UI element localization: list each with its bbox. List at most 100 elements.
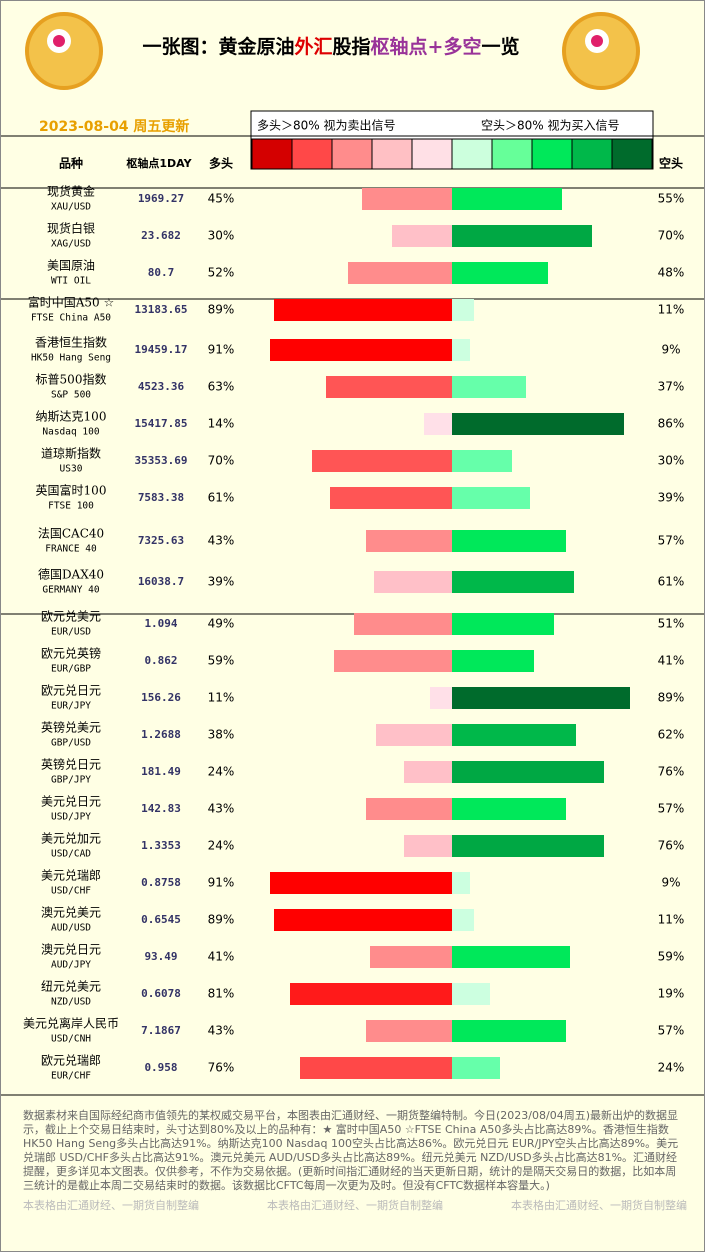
code: Nasdaq 100	[42, 427, 99, 438]
legend-short: 空头＞80% 视为买入信号	[481, 118, 620, 133]
short-bar	[452, 571, 574, 593]
legend-swatch	[571, 138, 613, 170]
long-bar	[404, 835, 452, 857]
pivot: 142.83	[141, 802, 181, 815]
long-bar	[274, 909, 452, 931]
long-bar	[274, 299, 452, 321]
name: 纳斯达克100	[36, 410, 107, 424]
short-bar	[452, 761, 604, 783]
long-bar	[270, 872, 452, 894]
pivot: 0.862	[144, 654, 177, 667]
long-pct: 24%	[208, 839, 235, 853]
long-bar	[370, 946, 452, 968]
pivot: 1.3353	[141, 839, 181, 852]
name: 美元兑日元	[41, 795, 101, 809]
long-pct: 61%	[208, 491, 235, 505]
col-header: 空头	[659, 156, 683, 171]
long-pct: 91%	[208, 876, 235, 890]
code: GERMANY 40	[42, 585, 99, 596]
long-pct: 76%	[208, 1061, 235, 1075]
long-pct: 11%	[208, 691, 235, 705]
code: USD/CHF	[51, 886, 91, 897]
code: FTSE 100	[48, 501, 94, 512]
short-pct: 24%	[658, 1061, 685, 1075]
pivot: 156.26	[141, 691, 181, 704]
pivot: 23.682	[141, 229, 181, 242]
long-bar	[430, 687, 452, 709]
code: AUD/USD	[51, 923, 91, 934]
long-pct: 39%	[208, 575, 235, 589]
short-bar	[452, 530, 566, 552]
long-pct: 89%	[208, 913, 235, 927]
short-pct: 39%	[658, 491, 685, 505]
short-bar	[452, 909, 474, 931]
legend-swatch	[491, 138, 533, 170]
short-pct: 57%	[658, 802, 685, 816]
legend-swatch	[291, 138, 333, 170]
short-bar	[452, 946, 570, 968]
long-bar	[366, 530, 452, 552]
short-pct: 9%	[661, 343, 680, 357]
title-part: 股指	[333, 36, 371, 58]
long-pct: 91%	[208, 343, 235, 357]
code: USD/JPY	[51, 812, 91, 823]
short-bar	[452, 613, 554, 635]
short-bar	[452, 872, 470, 894]
name: 香港恒生指数	[35, 335, 107, 350]
name: 英国富时100	[36, 483, 107, 498]
pivot: 80.7	[148, 266, 175, 279]
pivot: 0.6078	[141, 987, 181, 1000]
short-pct: 86%	[658, 417, 685, 431]
legend-long: 多头＞80% 视为卖出信号	[257, 118, 396, 133]
short-bar	[452, 724, 576, 746]
long-bar	[330, 487, 452, 509]
legend-swatch	[411, 138, 453, 170]
short-bar	[452, 835, 604, 857]
pivot: 93.49	[144, 950, 177, 963]
pivot: 7583.38	[138, 491, 184, 504]
pivot: 1.2688	[141, 728, 181, 741]
code: GBP/USD	[51, 738, 91, 749]
long-bar	[424, 413, 452, 435]
long-bar	[290, 983, 452, 1005]
legend-swatch	[611, 138, 653, 170]
legend-swatch	[531, 138, 573, 170]
long-bar	[404, 761, 452, 783]
short-pct: 51%	[658, 617, 685, 631]
long-pct: 49%	[208, 617, 235, 631]
pivot: 0.958	[144, 1061, 177, 1074]
long-bar	[392, 225, 452, 247]
short-bar	[452, 487, 530, 509]
name: 道琼斯指数	[41, 446, 101, 461]
short-bar	[452, 413, 624, 435]
name: 欧元兑美元	[41, 610, 101, 624]
long-bar	[354, 613, 452, 635]
long-pct: 43%	[208, 802, 235, 816]
name: 美元兑离岸人民币	[23, 1016, 119, 1031]
name: 德国DAX40	[38, 567, 104, 582]
name: 美元兑瑞郎	[41, 869, 101, 883]
name: 欧元兑英镑	[41, 646, 101, 661]
code: AUD/JPY	[51, 960, 91, 971]
title-part: 一张图：黄金原油	[143, 35, 295, 58]
long-pct: 89%	[208, 303, 235, 317]
name: 美国原油	[47, 259, 95, 273]
code: XAG/USD	[51, 239, 91, 250]
short-pct: 37%	[658, 380, 685, 394]
long-pct: 24%	[208, 765, 235, 779]
code: NZD/USD	[51, 997, 91, 1008]
title-part: 枢轴点+多空	[371, 35, 482, 58]
code: HK50 Hang Seng	[31, 353, 111, 364]
legend-swatch	[251, 138, 293, 170]
short-pct: 57%	[658, 534, 685, 548]
short-pct: 76%	[658, 839, 685, 853]
long-bar	[362, 188, 452, 210]
name: 美元兑加元	[41, 832, 101, 846]
name: 纽元兑美元	[41, 980, 101, 994]
long-bar	[366, 1020, 452, 1042]
code: FTSE China A50	[31, 313, 111, 324]
short-bar	[452, 450, 512, 472]
pivot: 16038.7	[138, 575, 184, 588]
legend-swatch	[371, 138, 413, 170]
long-pct: 45%	[208, 192, 235, 206]
